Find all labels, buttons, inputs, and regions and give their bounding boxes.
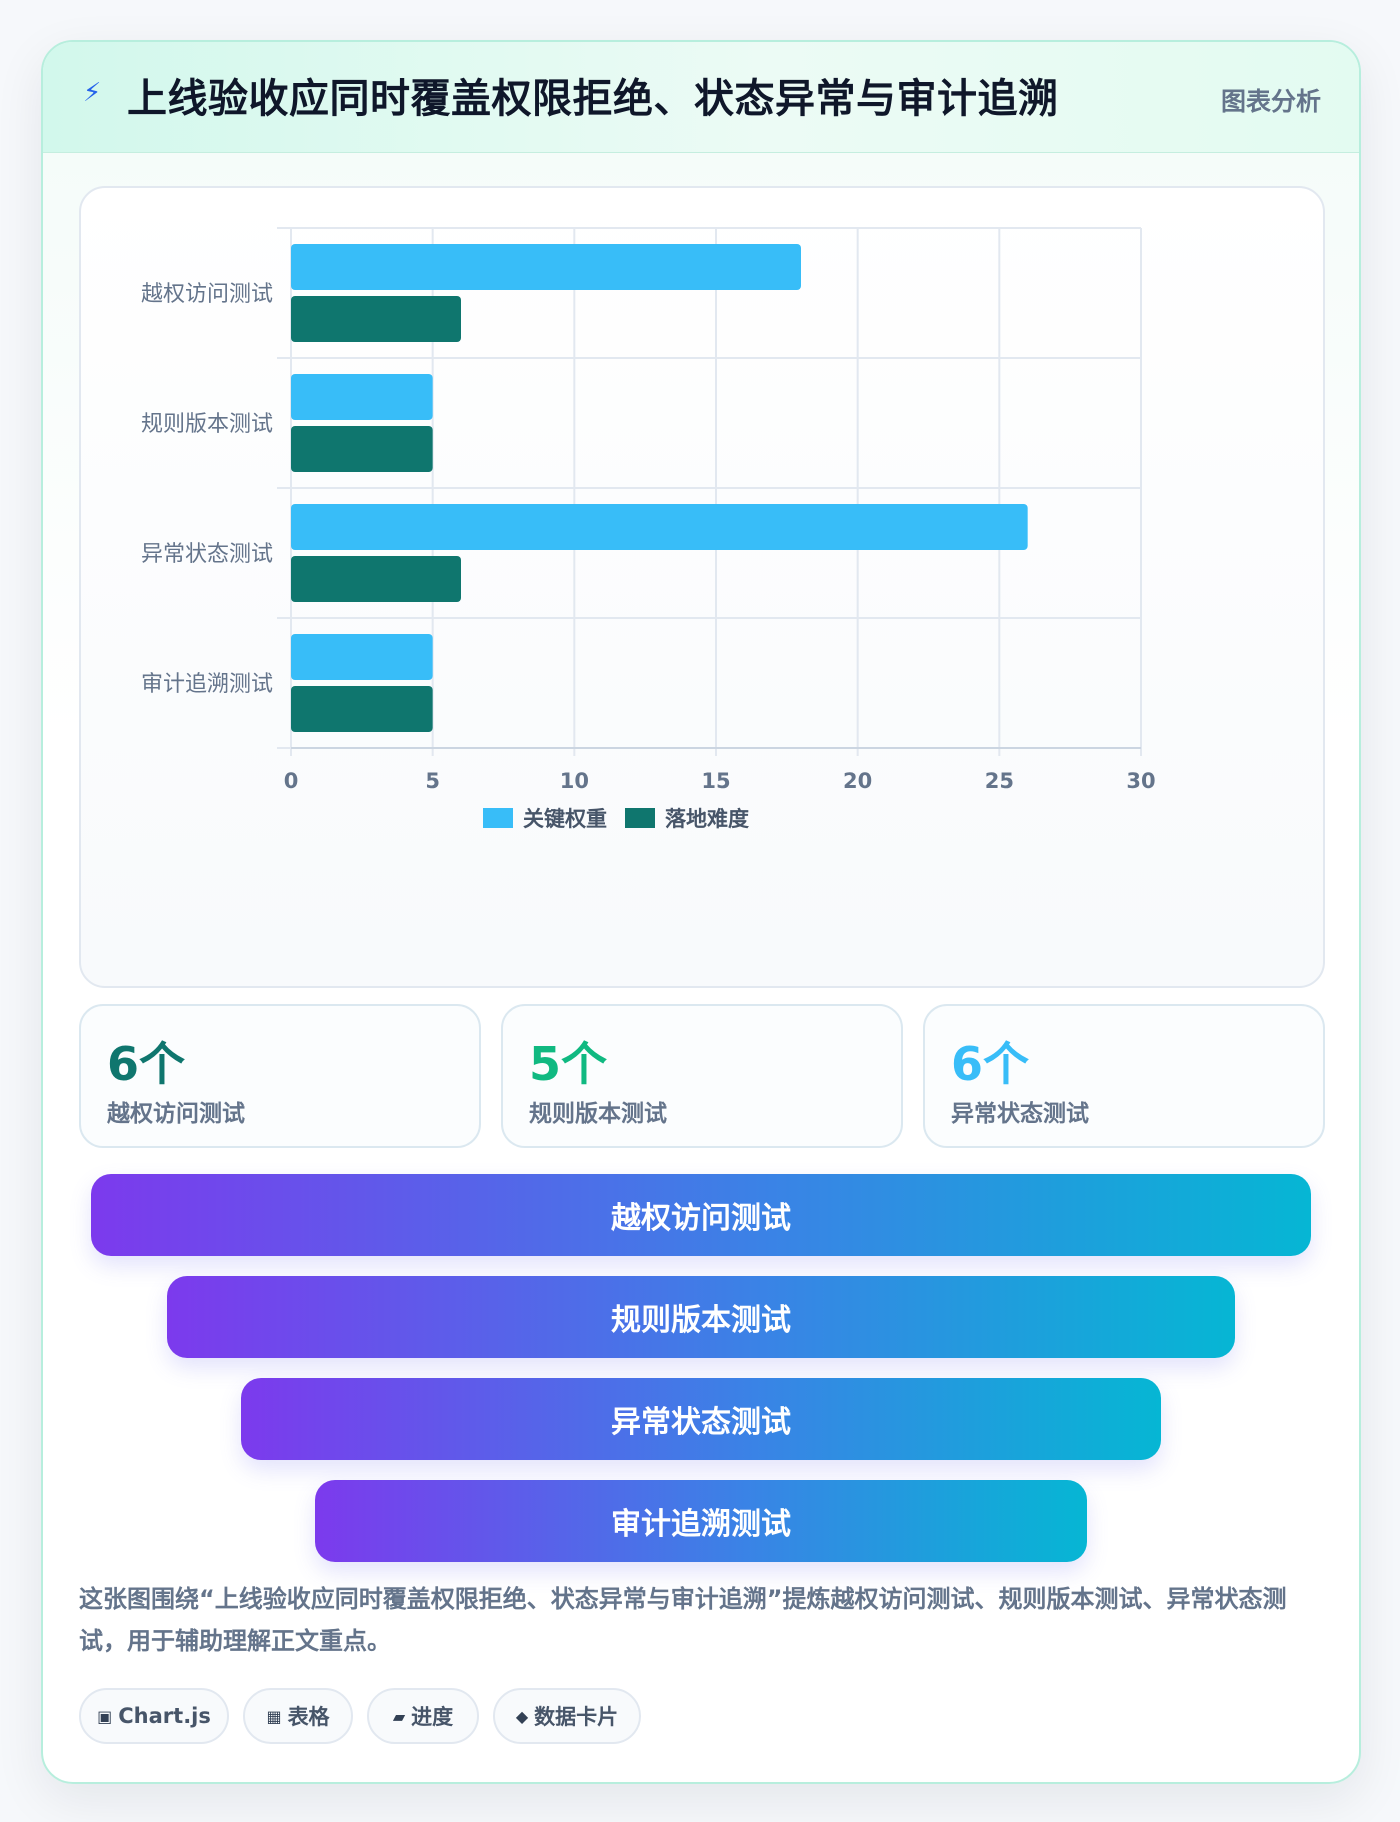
stat-label: 规则版本测试 (529, 1101, 667, 1127)
stat-value: 6个 (107, 1037, 186, 1091)
funnel-step-4: 审计追溯测试 (315, 1480, 1087, 1562)
y-tick-label: 异常状态测试 (141, 542, 273, 567)
x-tick-label: 15 (701, 769, 730, 793)
page-title: 上线验收应同时覆盖权限拒绝、状态异常与审计追溯 (127, 76, 1059, 122)
stat-card-2: 5个 规则版本测试 (501, 1004, 903, 1148)
y-tick-label: 越权访问测试 (141, 282, 273, 307)
lightning-bolt-icon: ⚡ (83, 78, 102, 108)
bar-weight-1 (291, 244, 801, 290)
bar-difficulty-4 (291, 686, 433, 732)
bar-weight-2 (291, 374, 433, 420)
tag-label: 表格 (287, 1705, 330, 1729)
legend-swatch (625, 808, 655, 828)
legend-label: 关键权重 (523, 807, 607, 831)
stat-card-1: 6个 越权访问测试 (79, 1004, 481, 1148)
chart-description: 这张图围绕“上线验收应同时覆盖权限拒绝、状态异常与审计追溯”提炼越权访问测试、规… (79, 1585, 1287, 1655)
funnel-step-1: 越权访问测试 (91, 1174, 1311, 1256)
tag-data-card[interactable]: ◆ 数据卡片 (493, 1688, 641, 1744)
tag-progress[interactable]: ▰ 进度 (367, 1688, 479, 1744)
stat-value: 5个 (529, 1037, 608, 1091)
stat-label: 越权访问测试 (107, 1101, 245, 1127)
x-tick-label: 30 (1126, 769, 1155, 793)
tag-chartjs[interactable]: ▣ Chart.js (79, 1688, 229, 1744)
bar-weight-3 (291, 504, 1028, 550)
chart-square-icon: ▣ (97, 1706, 113, 1726)
progress-icon: ▰ (392, 1706, 406, 1726)
stat-label: 异常状态测试 (951, 1101, 1089, 1127)
y-tick-label: 审计追溯测试 (141, 672, 273, 697)
x-tick-label: 0 (284, 769, 299, 793)
diamond-icon: ◆ (515, 1706, 529, 1726)
y-tick-label: 规则版本测试 (141, 412, 273, 437)
x-tick-label: 10 (560, 769, 589, 793)
tag-label: Chart.js (118, 1704, 211, 1728)
chart-analysis-badge: 图表分析 (1220, 87, 1321, 116)
bar-difficulty-1 (291, 296, 461, 342)
table-icon: ▦ (266, 1706, 282, 1726)
x-tick-label: 25 (985, 769, 1014, 793)
bar-difficulty-3 (291, 556, 461, 602)
funnel-step-3: 异常状态测试 (241, 1378, 1161, 1460)
card-header: ⚡ 上线验收应同时覆盖权限拒绝、状态异常与审计追溯 图表分析 (43, 42, 1359, 153)
tag-label: 数据卡片 (534, 1705, 619, 1729)
x-tick-label: 20 (843, 769, 872, 793)
chart-card: ⚡ 上线验收应同时覆盖权限拒绝、状态异常与审计追溯 图表分析 越权访问测试 规则版… (41, 40, 1361, 1784)
stat-card-3: 6个 异常状态测试 (923, 1004, 1325, 1148)
legend-label: 落地难度 (665, 807, 749, 831)
stat-value: 6个 (951, 1037, 1030, 1091)
bar-chart-container: 越权访问测试 规则版本测试 异常状态测试 审计追溯测试 0 5 10 15 20 25 30 关键权重… (79, 186, 1325, 988)
funnel-step-2: 规则版本测试 (167, 1276, 1235, 1358)
bar-weight-4 (291, 634, 433, 680)
bar-difficulty-2 (291, 426, 433, 472)
tag-table[interactable]: ▦ 表格 (243, 1688, 353, 1744)
legend-swatch (483, 808, 513, 828)
tag-label: 进度 (411, 1705, 454, 1729)
x-tick-label: 5 (425, 769, 440, 793)
